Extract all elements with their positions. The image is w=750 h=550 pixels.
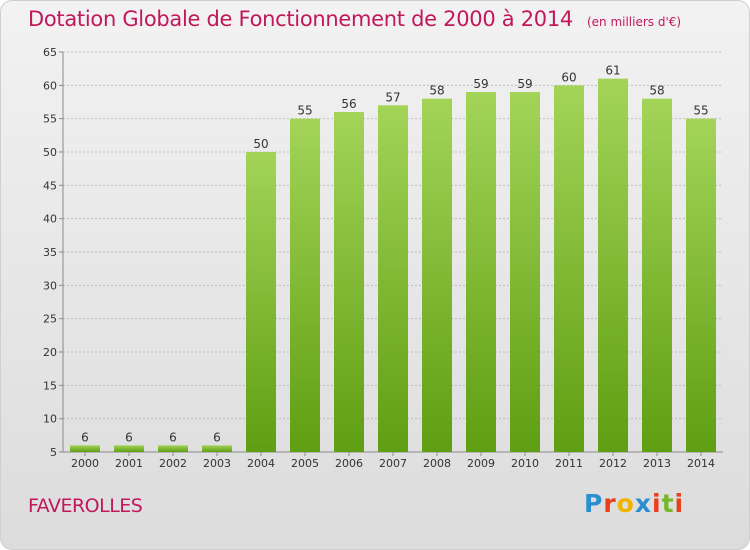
bar-value-label: 6 bbox=[81, 430, 89, 444]
commune-name: FAVEROLLES bbox=[28, 495, 143, 517]
x-tick-label: 2012 bbox=[599, 457, 627, 470]
bar bbox=[70, 445, 100, 452]
y-tick-label: 60 bbox=[43, 79, 57, 92]
y-tick-label: 65 bbox=[43, 46, 57, 59]
bar bbox=[246, 152, 276, 452]
x-tick-label: 2005 bbox=[291, 457, 319, 470]
x-tick-label: 2013 bbox=[643, 457, 671, 470]
bar bbox=[158, 445, 188, 452]
y-tick-label: 25 bbox=[43, 313, 57, 326]
bar-value-label: 57 bbox=[385, 90, 400, 104]
bar bbox=[334, 112, 364, 452]
x-tick-label: 2014 bbox=[687, 457, 715, 470]
x-tick-label: 2000 bbox=[71, 457, 99, 470]
bar bbox=[466, 92, 496, 452]
bar-value-label: 55 bbox=[693, 104, 708, 118]
x-tick-label: 2002 bbox=[159, 457, 187, 470]
logo-letter: r bbox=[603, 489, 617, 518]
unit-note: (en milliers d'€) bbox=[586, 15, 682, 29]
bar-value-label: 59 bbox=[517, 77, 532, 91]
bar-value-label: 6 bbox=[213, 430, 221, 444]
bar bbox=[202, 445, 232, 452]
bar-value-label: 6 bbox=[125, 430, 133, 444]
logo-letter: i bbox=[674, 489, 685, 518]
x-tick-label: 2007 bbox=[379, 457, 407, 470]
y-tick-label: 30 bbox=[43, 279, 57, 292]
bar bbox=[422, 98, 452, 453]
chart-title: Dotation Globale de Fonctionnement de 20… bbox=[28, 7, 681, 31]
bar-value-label: 55 bbox=[297, 104, 312, 118]
y-tick-label: 50 bbox=[43, 146, 57, 159]
y-tick-label: 5 bbox=[50, 446, 57, 459]
logo-letter: i bbox=[652, 489, 662, 518]
bar bbox=[378, 105, 408, 452]
bar bbox=[114, 445, 144, 452]
bar bbox=[642, 98, 672, 453]
bar-value-label: 60 bbox=[561, 70, 576, 84]
x-tick-label: 2001 bbox=[115, 457, 143, 470]
bar bbox=[290, 118, 320, 453]
bar bbox=[510, 92, 540, 452]
proxiti-logo: Proxiti bbox=[584, 489, 684, 518]
x-tick-label: 2010 bbox=[511, 457, 539, 470]
y-tick-label: 35 bbox=[43, 246, 57, 259]
bar bbox=[554, 85, 584, 452]
logo-letter: x bbox=[634, 489, 652, 518]
bar-value-label: 59 bbox=[473, 77, 488, 91]
bar-value-label: 56 bbox=[341, 97, 356, 111]
y-tick-label: 55 bbox=[43, 113, 57, 126]
y-tick-label: 40 bbox=[43, 213, 57, 226]
y-tick-label: 10 bbox=[43, 413, 57, 426]
bar-value-label: 58 bbox=[649, 84, 664, 98]
x-tick-label: 2003 bbox=[203, 457, 231, 470]
bar-value-label: 6 bbox=[169, 430, 177, 444]
chart-title-text: Dotation Globale de Fonctionnement de 20… bbox=[28, 7, 573, 31]
x-tick-label: 2009 bbox=[467, 457, 495, 470]
x-tick-label: 2008 bbox=[423, 457, 451, 470]
bar-value-label: 58 bbox=[429, 84, 444, 98]
logo-letter: P bbox=[584, 489, 604, 518]
y-tick-label: 45 bbox=[43, 179, 57, 192]
logo-letter: t bbox=[661, 489, 675, 518]
bar-value-label: 50 bbox=[253, 137, 268, 151]
bar bbox=[686, 118, 716, 453]
bar bbox=[598, 78, 628, 453]
logo-letter: o bbox=[616, 489, 635, 518]
x-tick-label: 2004 bbox=[247, 457, 275, 470]
bar-value-label: 61 bbox=[605, 64, 620, 78]
y-tick-label: 15 bbox=[43, 379, 57, 392]
x-tick-label: 2006 bbox=[335, 457, 363, 470]
y-tick-label: 20 bbox=[43, 346, 57, 359]
x-tick-label: 2011 bbox=[555, 457, 583, 470]
